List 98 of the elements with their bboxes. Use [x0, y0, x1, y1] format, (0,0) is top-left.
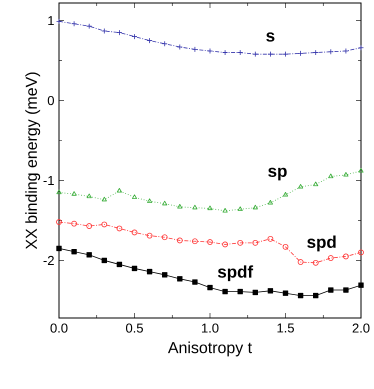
point: [132, 194, 138, 199]
point: [268, 51, 274, 58]
point: [146, 38, 152, 44]
point: [222, 208, 228, 213]
point: [222, 242, 228, 248]
point: [282, 244, 288, 250]
point: [252, 204, 258, 210]
y-tick-label: 0: [48, 96, 54, 106]
point: [343, 172, 348, 177]
point: [162, 234, 168, 240]
point: [56, 18, 62, 24]
point: [102, 258, 107, 264]
point: [192, 46, 198, 52]
point: [312, 260, 319, 266]
point: [207, 239, 213, 245]
point: [146, 232, 152, 239]
point: [328, 255, 334, 261]
point: [132, 266, 138, 272]
point: [176, 44, 183, 50]
point: [358, 44, 364, 51]
point: [102, 196, 107, 202]
point: [252, 290, 258, 296]
point: [268, 288, 274, 294]
point: [56, 219, 62, 225]
point: [116, 30, 122, 36]
point: [71, 20, 77, 27]
point: [71, 248, 77, 254]
point: [237, 50, 244, 56]
x-tick-label: 1.5: [277, 324, 294, 333]
y-axis-title: XX binding energy (meV): [25, 72, 40, 250]
point: [313, 292, 318, 298]
point: [177, 204, 182, 209]
point: [71, 220, 77, 227]
x-tick-label: 1.0: [202, 324, 219, 333]
point: [298, 184, 304, 189]
point: [313, 182, 318, 186]
point: [86, 252, 92, 258]
point: [162, 40, 168, 47]
point: [177, 276, 182, 282]
y-tick-label: -1: [44, 176, 54, 185]
point: [86, 23, 92, 30]
point: [298, 259, 304, 265]
point: [116, 226, 122, 232]
point: [116, 262, 122, 268]
point: [282, 192, 288, 197]
series-label: sp: [268, 168, 287, 180]
point: [358, 168, 364, 173]
point: [146, 268, 152, 274]
point: [252, 240, 258, 246]
x-axis-title: Anisotropy t: [168, 342, 252, 356]
point: [282, 51, 288, 58]
point: [162, 200, 168, 206]
point: [298, 292, 304, 298]
point: [343, 287, 349, 293]
point: [268, 200, 273, 205]
point: [222, 288, 228, 294]
point: [328, 287, 334, 293]
point: [268, 236, 274, 242]
point: [222, 50, 228, 56]
point: [312, 50, 319, 56]
point: [86, 223, 92, 229]
point: [298, 50, 304, 56]
series-label: spd: [307, 236, 336, 252]
point: [86, 194, 92, 198]
point: [147, 198, 152, 203]
point: [192, 279, 198, 285]
point: [101, 222, 108, 228]
point: [116, 188, 122, 193]
point: [101, 28, 108, 34]
point: [343, 48, 349, 54]
point: [192, 238, 198, 244]
point: [132, 230, 138, 236]
point: [132, 34, 138, 40]
point: [343, 254, 349, 260]
point: [162, 272, 168, 278]
series-label: s: [266, 32, 274, 42]
point: [207, 284, 213, 290]
x-tick-label: 0.0: [50, 324, 68, 333]
point: [358, 250, 364, 256]
point: [238, 288, 243, 294]
y-tick-label: -2: [44, 256, 54, 265]
point: [328, 174, 334, 178]
point: [192, 204, 198, 210]
point: [237, 240, 244, 246]
point: [207, 48, 213, 54]
x-tick-label: 2.0: [352, 324, 370, 333]
y-tick-label: 1: [48, 16, 54, 26]
x-tick-label: 0.5: [126, 324, 143, 333]
point: [252, 51, 258, 58]
point: [56, 190, 62, 194]
point: [176, 238, 183, 244]
point: [282, 290, 288, 296]
point: [72, 191, 77, 196]
series-label: spdf: [218, 265, 254, 282]
point: [358, 282, 364, 288]
point: [328, 48, 334, 55]
point: [207, 206, 213, 210]
point: [238, 206, 243, 211]
